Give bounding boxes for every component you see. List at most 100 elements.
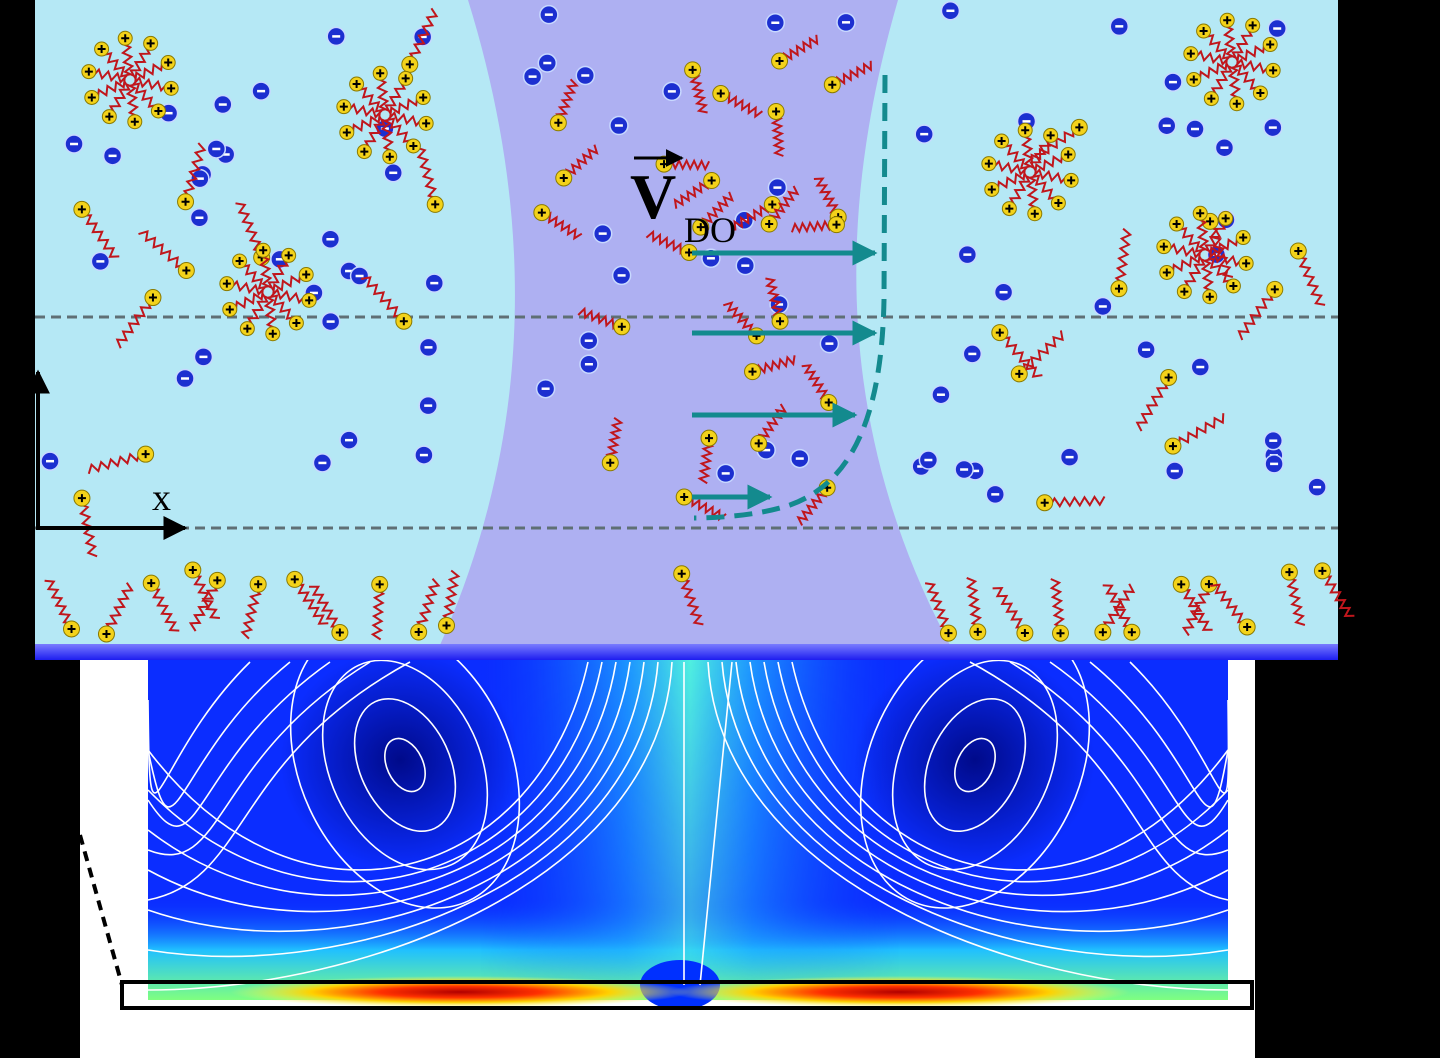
streamline (147, 661, 291, 808)
anion (609, 115, 629, 136)
head-sign (828, 80, 837, 89)
head-sign (376, 69, 385, 78)
streamline (321, 659, 489, 871)
anion (575, 65, 596, 86)
tail (1019, 330, 1064, 375)
head-sign (617, 322, 626, 331)
tail (370, 583, 386, 641)
anion (206, 139, 227, 159)
anion (579, 354, 599, 374)
head-sign (235, 257, 244, 266)
head-sign (284, 251, 293, 260)
head-sign (148, 293, 157, 302)
anion (1214, 137, 1235, 158)
streamline (791, 661, 1229, 871)
anion (190, 168, 210, 189)
head-sign (154, 106, 163, 115)
tail (751, 355, 796, 377)
tail (992, 587, 1028, 634)
tail (1237, 288, 1276, 341)
head-sign (1266, 40, 1275, 49)
head-sign (243, 324, 252, 333)
anion (102, 146, 123, 166)
head-sign (944, 629, 953, 638)
anion (1136, 339, 1156, 360)
tail (700, 191, 735, 229)
head-sign (335, 628, 344, 637)
head-sign (768, 200, 777, 209)
anion (522, 66, 543, 87)
head-sign (360, 147, 369, 156)
head-sign (375, 580, 384, 589)
anion (662, 81, 682, 102)
head-sign (696, 223, 705, 232)
zoom-box (120, 980, 1254, 1010)
head-sign (1232, 99, 1241, 108)
head-sign (401, 74, 410, 83)
velocity-subscript: DO (684, 210, 736, 250)
tail (115, 296, 154, 349)
head-sign (1221, 214, 1230, 223)
tail (678, 573, 704, 626)
head-sign (105, 112, 114, 121)
head-sign (147, 579, 156, 588)
head-sign (97, 45, 106, 54)
anion (985, 484, 1006, 505)
zoom-line (78, 834, 124, 986)
head-sign (1318, 566, 1327, 575)
tail (1044, 495, 1106, 509)
head-sign (339, 102, 348, 111)
head-sign (352, 80, 361, 89)
tail (240, 583, 262, 640)
head-sign (302, 270, 311, 279)
streamline (1009, 661, 1229, 856)
head-sign (121, 34, 130, 43)
wall (35, 644, 1338, 660)
head-sign (1204, 580, 1213, 589)
head-sign (1207, 94, 1216, 103)
head-sign (102, 629, 111, 638)
anion (424, 273, 445, 293)
head-sign (442, 621, 451, 630)
head-sign (290, 575, 299, 584)
streamline (749, 661, 1229, 913)
anion (326, 26, 346, 47)
streamline (147, 661, 617, 897)
streamline (1049, 661, 1229, 827)
head-sign (1269, 66, 1278, 75)
velocity-symbol: V (630, 161, 676, 232)
head-sign (1020, 629, 1029, 638)
anion (1307, 477, 1327, 497)
head-sign (1005, 204, 1014, 213)
anion (251, 81, 271, 101)
head-sign (1162, 268, 1171, 277)
head-sign (1098, 628, 1107, 637)
head-sign (399, 317, 408, 326)
head-sign (1114, 284, 1123, 293)
head-sign (414, 628, 423, 637)
anion (1264, 454, 1284, 474)
head-sign (167, 84, 176, 93)
streamline (891, 659, 1059, 871)
tail (1284, 571, 1306, 626)
head-sign (1177, 580, 1186, 589)
tail (1210, 583, 1249, 628)
tail (408, 7, 439, 66)
head-sign (1189, 75, 1198, 84)
head-sign (537, 208, 546, 217)
anion (914, 124, 934, 144)
tail (309, 585, 343, 633)
head-sign (419, 93, 428, 102)
streamline (147, 661, 589, 871)
anion (418, 395, 438, 416)
anion (1059, 447, 1080, 467)
tail (1114, 227, 1133, 290)
tail (415, 578, 441, 633)
head-sign (188, 566, 197, 575)
anion (954, 459, 974, 480)
anion (819, 333, 840, 354)
head-sign (1206, 217, 1215, 226)
flow-arrows (692, 74, 888, 521)
tail (87, 450, 147, 475)
head-sign (677, 569, 686, 578)
